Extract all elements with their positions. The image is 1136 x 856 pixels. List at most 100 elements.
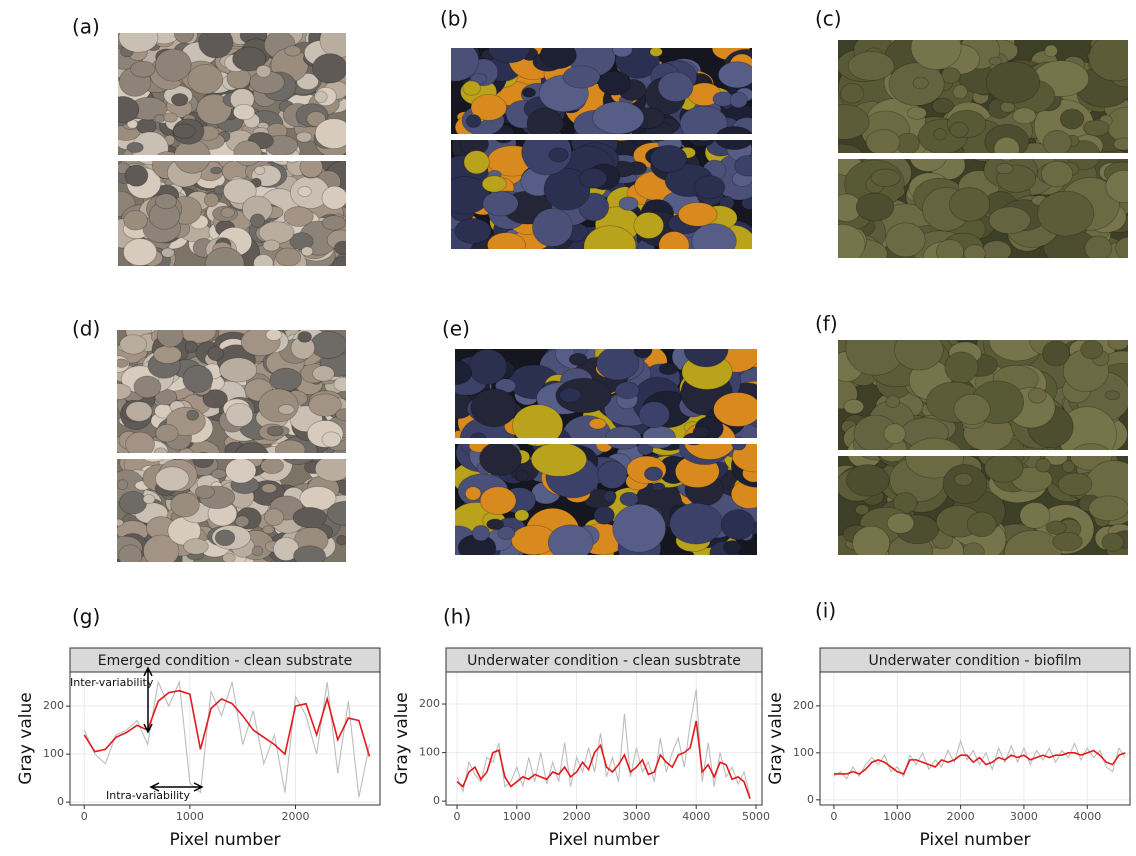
stone xyxy=(638,401,670,429)
stone xyxy=(225,402,254,428)
photo xyxy=(455,349,757,555)
stone xyxy=(155,423,179,443)
photo xyxy=(118,33,346,266)
stone xyxy=(155,466,190,492)
stone xyxy=(619,491,639,507)
stone xyxy=(118,490,148,515)
stone xyxy=(883,423,906,445)
stone xyxy=(720,509,756,541)
stone xyxy=(981,240,1012,258)
stone xyxy=(593,505,615,525)
stone xyxy=(136,118,157,135)
stone xyxy=(988,206,1031,235)
panel-label: (b) xyxy=(440,7,468,31)
stone xyxy=(153,345,182,365)
x-axis-title: Pixel number xyxy=(548,830,659,850)
stone xyxy=(677,202,718,227)
stone xyxy=(1037,190,1095,237)
stone xyxy=(603,490,617,503)
stone xyxy=(463,150,490,175)
stone xyxy=(258,388,299,423)
stone xyxy=(195,485,215,499)
stone xyxy=(130,60,156,78)
stone xyxy=(321,215,346,231)
data-line xyxy=(833,739,1126,780)
stone xyxy=(154,48,192,82)
stone xyxy=(180,330,217,344)
stone xyxy=(1088,40,1128,82)
stone xyxy=(275,247,302,266)
stone xyxy=(204,247,245,266)
stone xyxy=(612,503,667,553)
stone xyxy=(846,464,890,497)
stone xyxy=(692,425,710,439)
stone xyxy=(119,334,148,355)
x-tick-label: 1000 xyxy=(883,810,911,823)
stone xyxy=(1061,460,1076,473)
data-line xyxy=(83,689,371,757)
plot-area xyxy=(820,672,1130,805)
stone xyxy=(203,192,219,208)
stone xyxy=(211,468,227,479)
stone xyxy=(118,96,140,123)
stone xyxy=(232,46,267,72)
stone xyxy=(260,457,284,475)
annotation-arrow xyxy=(143,666,153,734)
stone xyxy=(479,441,522,476)
stone xyxy=(326,500,346,526)
stone xyxy=(984,453,1024,483)
stone xyxy=(595,349,640,381)
stone xyxy=(187,64,224,95)
stone xyxy=(154,114,166,123)
stone xyxy=(263,508,285,527)
stone xyxy=(852,525,890,555)
stone xyxy=(202,389,228,409)
stone xyxy=(262,525,275,535)
stone xyxy=(123,238,158,266)
stone xyxy=(283,206,314,227)
stone xyxy=(117,518,124,527)
stone xyxy=(614,381,640,400)
stone xyxy=(117,479,129,490)
x-tick-label: 5000 xyxy=(742,810,770,823)
stone xyxy=(254,165,266,176)
stone xyxy=(612,48,633,58)
stone xyxy=(465,114,482,128)
stone xyxy=(198,33,234,59)
stone xyxy=(335,408,346,421)
stone xyxy=(717,61,752,89)
stone xyxy=(479,486,517,515)
transect-line xyxy=(455,438,757,444)
stone xyxy=(117,358,129,368)
chart-title: Emerged condition - clean substrate xyxy=(98,653,353,669)
stone xyxy=(289,232,314,251)
stone xyxy=(156,330,184,348)
stone xyxy=(838,104,870,140)
panel-label: (f) xyxy=(815,312,838,336)
y-tick-label: 0 xyxy=(57,795,64,808)
stone xyxy=(555,377,612,414)
stone xyxy=(1044,44,1058,58)
stone xyxy=(312,365,335,382)
stone xyxy=(953,472,973,487)
stone xyxy=(470,388,517,428)
stone xyxy=(548,147,569,163)
stone xyxy=(278,404,295,415)
stone xyxy=(269,367,302,392)
stone xyxy=(1105,169,1128,203)
stone xyxy=(332,256,346,266)
stone xyxy=(308,393,342,417)
stone xyxy=(588,418,607,430)
stone xyxy=(117,383,132,400)
x-tick-label: 1000 xyxy=(503,810,531,823)
stone xyxy=(694,175,726,200)
stone xyxy=(985,61,1041,104)
stone xyxy=(319,33,346,58)
stone xyxy=(649,48,663,57)
stone xyxy=(133,375,162,399)
stone xyxy=(642,425,676,449)
x-tick-label: 0 xyxy=(454,810,461,823)
stone xyxy=(336,534,346,546)
stone xyxy=(292,506,327,529)
